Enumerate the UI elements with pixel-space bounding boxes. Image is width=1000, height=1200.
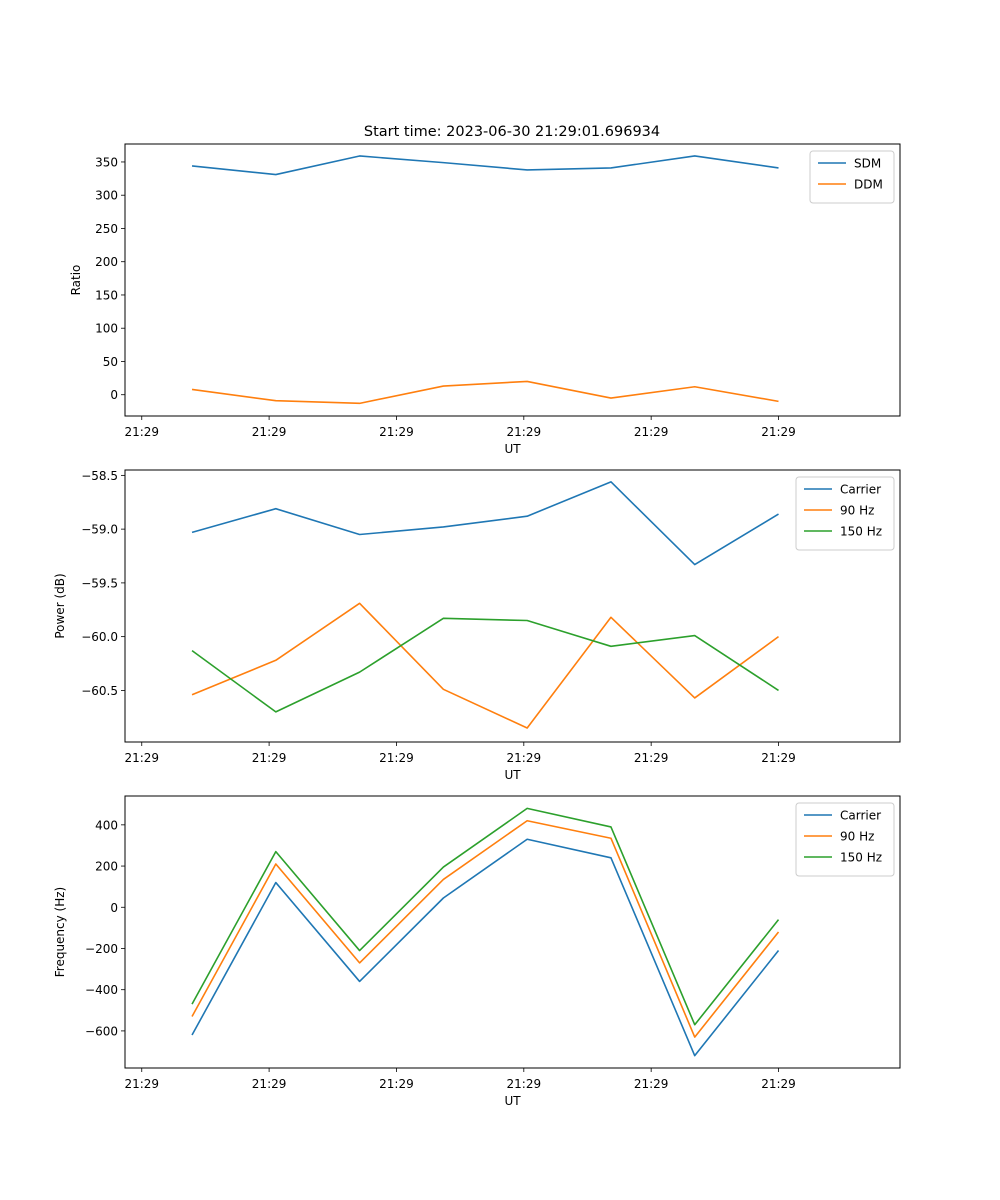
y-tick-label: −60.0 [81, 630, 118, 644]
series-line-ddm [191, 380, 779, 405]
y-tick-label: 0 [110, 388, 118, 402]
legend: Carrier 90 Hz 150 Hz [795, 476, 895, 551]
y-tick-label: 0 [110, 901, 118, 915]
legend-label: 150 Hz [840, 525, 882, 539]
y-tick-label: −58.5 [81, 469, 118, 483]
x-axis-label: UT [504, 768, 521, 782]
series-line-90-hz [191, 819, 780, 1038]
y-tick-label: 400 [95, 818, 118, 832]
legend-label: 90 Hz [840, 830, 874, 844]
axes-frame [124, 143, 901, 417]
chart-panel-2: 21:29 21:29 21:29 21:29 21:29 21:29 −60.5 −60.0… [53, 469, 901, 782]
x-tick-label: 21:29 [379, 1077, 414, 1091]
x-tick-label: 21:29 [634, 425, 669, 439]
y-tick-label: 200 [95, 255, 118, 269]
legend-label: Carrier [840, 809, 881, 823]
y-tick-label: 250 [95, 222, 118, 236]
x-tick-label: 21:29 [634, 751, 669, 765]
y-tick-label: −600 [85, 1024, 118, 1038]
y-tick-label: 200 [95, 860, 118, 874]
legend-label: Carrier [840, 483, 881, 497]
legend-label: 150 Hz [840, 851, 882, 865]
axes-frame [124, 469, 901, 743]
legend-label: 90 Hz [840, 504, 874, 518]
x-tick-label: 21:29 [124, 751, 159, 765]
series-line-150-hz [191, 617, 779, 713]
y-tick-label: −200 [85, 942, 118, 956]
x-tick-label: 21:29 [124, 425, 159, 439]
x-tick-label: 21:29 [124, 1077, 159, 1091]
y-axis-label: Power (dB) [53, 573, 67, 638]
x-axis-label: UT [504, 442, 521, 456]
x-tick-label: 21:29 [379, 425, 414, 439]
x-axis-label: UT [504, 1094, 521, 1108]
chart-panel-3: 21:29 21:29 21:29 21:29 21:29 21:29 −600 −400 −2… [53, 795, 901, 1108]
y-tick-label: 350 [95, 155, 118, 169]
x-tick-label: 21:29 [507, 1077, 542, 1091]
legend-label: DDM [854, 178, 883, 192]
x-tick-label: 21:29 [761, 1077, 796, 1091]
legend: Carrier 90 Hz 150 Hz [795, 802, 895, 877]
y-tick-label: 100 [95, 322, 118, 336]
y-axis-label: Frequency (Hz) [53, 887, 67, 978]
y-tick-label: 300 [95, 189, 118, 203]
x-tick-label: 21:29 [379, 751, 414, 765]
legend-label: SDM [854, 157, 881, 171]
series-line-carrier [191, 481, 779, 566]
legend-box [809, 150, 895, 204]
x-tick-label: 21:29 [634, 1077, 669, 1091]
y-tick-label: −400 [85, 983, 118, 997]
y-tick-label: 150 [95, 288, 118, 302]
x-tick-label: 21:29 [761, 751, 796, 765]
series-line-90-hz [191, 602, 779, 729]
x-tick-label: 21:29 [507, 751, 542, 765]
figure-title: Start time: 2023-06-30 21:29:01.696934 [364, 124, 660, 140]
x-tick-label: 21:29 [252, 751, 287, 765]
series-line-sdm [191, 155, 779, 176]
y-tick-label: −59.5 [81, 576, 118, 590]
y-tick-label: −59.0 [81, 523, 118, 537]
y-axis-label: Ratio [69, 265, 83, 296]
chart-panel-1: 21:29 21:29 21:29 21:29 21:29 21:29 0 50 100 150 2… [69, 143, 901, 456]
x-tick-label: 21:29 [507, 425, 542, 439]
y-tick-label: −60.5 [81, 684, 118, 698]
axes-frame [124, 795, 901, 1069]
legend: SDM DDM [809, 150, 895, 204]
x-tick-label: 21:29 [252, 425, 287, 439]
y-tick-label: 50 [103, 355, 118, 369]
x-tick-label: 21:29 [252, 1077, 287, 1091]
panels: 21:29 21:29 21:29 21:29 21:29 21:29 0 50 100 150 2… [53, 143, 901, 1108]
series-line-carrier [191, 838, 780, 1057]
x-tick-label: 21:29 [761, 425, 796, 439]
series-line-150-hz [191, 807, 780, 1026]
